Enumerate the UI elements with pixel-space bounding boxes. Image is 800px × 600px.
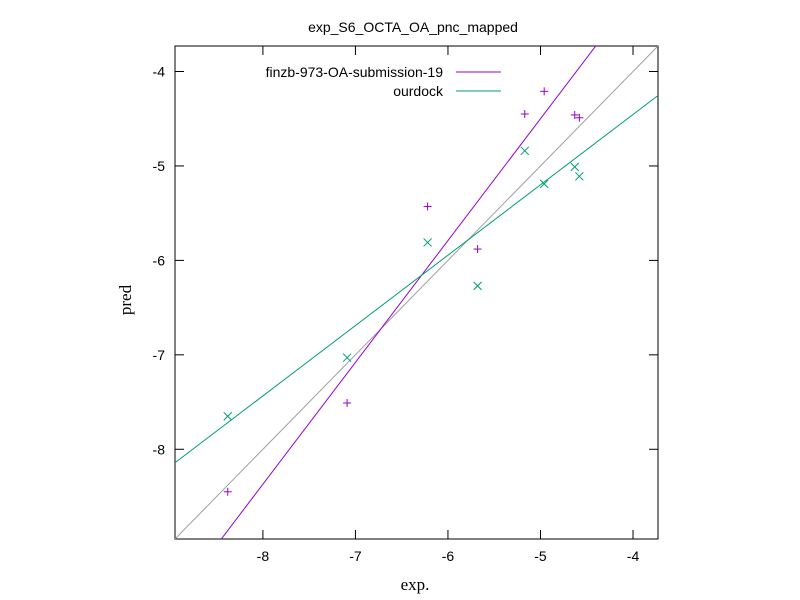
data-point [343, 399, 352, 407]
legend-label: ourdock [393, 83, 444, 99]
data-point [423, 202, 432, 211]
data-point [520, 146, 530, 156]
plot-frame [174, 45, 659, 540]
x-tick-label: -7 [349, 548, 362, 564]
marker-stroke [342, 353, 352, 363]
fit-line [220, 46, 597, 539]
data-point [574, 171, 584, 181]
marker-stroke [473, 281, 482, 291]
x-tick-label: -4 [627, 548, 640, 564]
data-point [223, 487, 232, 496]
y-tick-label: -7 [153, 347, 166, 363]
data-point [539, 179, 549, 189]
diagonal-line [175, 46, 658, 539]
data-point [473, 245, 482, 254]
data-point [570, 162, 580, 172]
marker-stroke [574, 171, 584, 181]
marker-stroke [520, 146, 530, 156]
x-tick-label: -6 [442, 548, 455, 564]
legend-label: finzb-973-OA-submission-19 [266, 64, 444, 80]
x-tick-label: -5 [534, 548, 547, 564]
chart-title: exp_S6_OCTA_OA_pnc_mapped [308, 19, 518, 35]
y-tick-label: -4 [153, 64, 166, 80]
y-axis-label: pred [116, 284, 135, 315]
data-point [223, 411, 233, 421]
y-tick-label: -8 [153, 441, 166, 457]
data-point [473, 281, 482, 291]
data-point [540, 87, 549, 96]
legend: finzb-973-OA-submission-19 ourdock [266, 64, 501, 99]
y-tick-label: -5 [153, 158, 166, 174]
marker-stroke [423, 238, 432, 247]
fit-line [175, 95, 658, 464]
data-point [570, 110, 579, 119]
marker-stroke [570, 162, 580, 172]
x-axis-label: exp. [401, 575, 430, 594]
data-point [423, 238, 432, 247]
marker-stroke [223, 411, 233, 421]
plot-area: -8 -7 -6 -5 -4 -8 -7 -6 -5 -4 [153, 45, 659, 564]
data-point [520, 110, 529, 118]
y-tick-label: -6 [153, 252, 166, 268]
x-tick-label: -8 [257, 548, 270, 564]
data-point [342, 353, 352, 363]
data-point [575, 113, 584, 122]
marker-stroke [539, 179, 549, 189]
